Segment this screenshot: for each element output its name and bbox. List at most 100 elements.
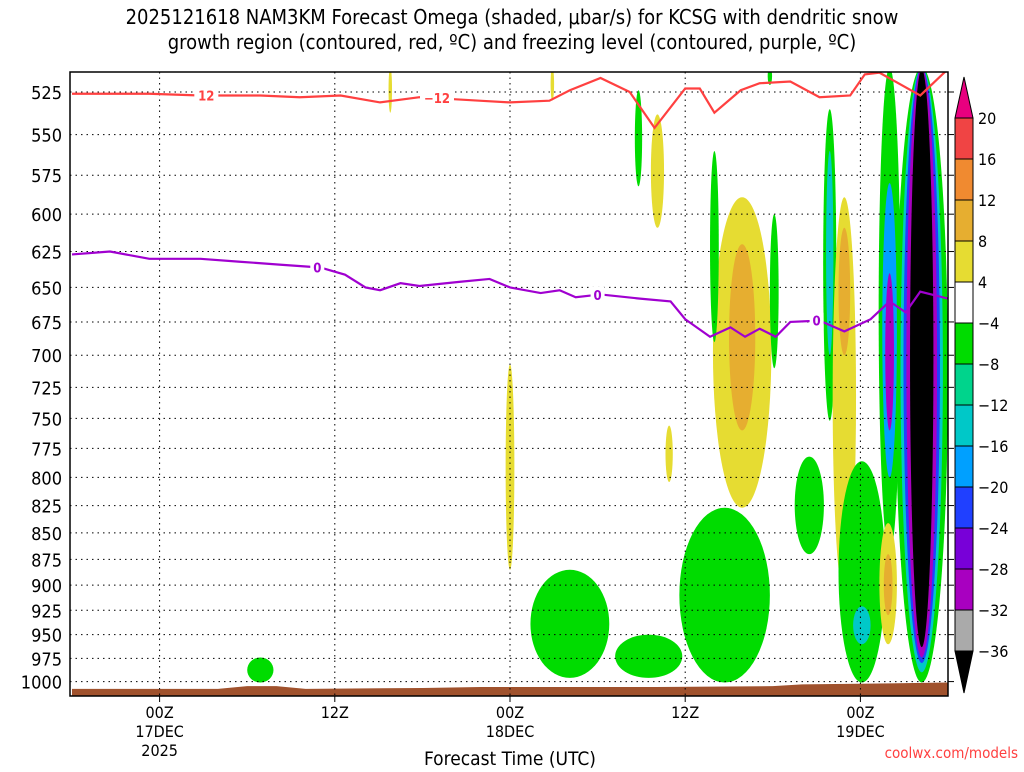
y-tick-label: 725 xyxy=(31,378,62,399)
colorbar-swatch xyxy=(954,609,974,652)
contour-label: 12 xyxy=(198,89,214,104)
x-tick-label: 00Z xyxy=(496,703,524,722)
y-tick-label: 650 xyxy=(31,278,62,299)
omega-region xyxy=(247,657,274,683)
colorbar-label: 20 xyxy=(978,109,996,128)
contour-label-bg xyxy=(194,87,219,104)
omega-region xyxy=(826,151,834,356)
y-tick-label: 625 xyxy=(31,243,62,264)
colorbar-label: −24 xyxy=(978,519,1008,538)
x-axis-label: Forecast Time (UTC) xyxy=(424,748,596,768)
colorbar-swatch xyxy=(954,486,974,529)
colorbar-swatch xyxy=(954,240,974,283)
colorbar-swatch xyxy=(954,404,974,447)
omega-region xyxy=(615,634,683,678)
colorbar-label: −8 xyxy=(978,355,999,374)
omega-region xyxy=(388,72,393,113)
colorbar-swatch xyxy=(954,158,974,201)
x-tick-label: 18DEC xyxy=(486,722,535,741)
colorbar-label: 12 xyxy=(978,191,996,210)
x-tick-label: 2025 xyxy=(141,741,178,760)
contour-label: 0 xyxy=(313,261,321,276)
plot-frame xyxy=(69,71,949,697)
x-tick-label: 12Z xyxy=(671,703,699,722)
omega-region xyxy=(679,507,770,683)
omega-region xyxy=(853,606,871,645)
omega-region xyxy=(910,72,934,648)
contour-label-bg xyxy=(420,90,454,107)
colorbar-over-triangle xyxy=(954,76,974,119)
y-tick-label: 1000 xyxy=(21,673,62,694)
colorbar-swatch xyxy=(954,199,974,242)
omega-region xyxy=(710,151,719,343)
contour-label-bg xyxy=(590,286,605,303)
colorbar-swatch xyxy=(954,568,974,611)
contour-lines: 12 −12 0 0 0 xyxy=(71,72,948,339)
contour-label: 0 xyxy=(594,289,602,304)
colorbar-label: −36 xyxy=(978,642,1008,661)
y-tick-label: 825 xyxy=(31,497,62,518)
contour-label-bg xyxy=(809,312,824,329)
colorbar-swatch xyxy=(954,281,974,324)
x-tick-label: 19DEC xyxy=(836,722,885,741)
omega-region xyxy=(505,364,515,570)
y-tick-label: 800 xyxy=(31,468,62,489)
y-tick-label: 950 xyxy=(31,626,62,647)
contour-label: −12 xyxy=(424,92,450,107)
y-tick-label: 550 xyxy=(31,126,62,147)
omega-region xyxy=(885,273,894,431)
contour-label-bg xyxy=(310,259,325,276)
y-tick-label: 875 xyxy=(31,550,62,571)
y-tick-label: 900 xyxy=(31,576,62,597)
omega-region xyxy=(794,456,824,555)
x-tick-label: 00Z xyxy=(146,703,174,722)
y-tick-label: 850 xyxy=(31,524,62,545)
omega-region xyxy=(769,214,779,369)
y-tick-label: 925 xyxy=(31,601,62,622)
y-tick-label: 775 xyxy=(31,439,62,460)
colorbar-label: −4 xyxy=(978,314,999,333)
y-tick-label: 700 xyxy=(31,346,62,367)
colorbar-label: 4 xyxy=(978,273,987,292)
colorbar-label: −20 xyxy=(978,478,1008,497)
contour-line xyxy=(72,72,947,130)
omega-region xyxy=(634,90,643,187)
omega-region xyxy=(530,569,610,678)
colorbar-swatch xyxy=(954,527,974,570)
colorbar-label: 16 xyxy=(978,150,996,169)
colorbar-under-triangle xyxy=(954,650,974,694)
y-axis: 525 550 575 600 625 650 675 700 725 750 775 800 825 8… xyxy=(21,83,954,694)
colorbar-label: −12 xyxy=(978,396,1008,415)
colorbar-swatch xyxy=(954,322,974,365)
omega-region xyxy=(550,72,555,101)
omega-shading xyxy=(247,72,948,683)
colorbar: 20 16 12 8 4 −4 −8 −12 −16 −20 −24 −28 −32 −36 xyxy=(954,76,1008,694)
chart-title-line2: growth region (contoured, red, ºC) and f… xyxy=(168,30,857,54)
x-tick-label: 12Z xyxy=(321,703,349,722)
credit-text: coolwx.com/models xyxy=(885,744,1018,762)
colorbar-label: 8 xyxy=(978,232,987,251)
x-tick-label: 17DEC xyxy=(135,722,184,741)
y-tick-label: 975 xyxy=(31,649,62,670)
omega-region xyxy=(883,554,893,616)
colorbar-label: −16 xyxy=(978,437,1008,456)
omega-region xyxy=(729,244,756,431)
omega-region xyxy=(665,425,673,482)
colorbar-swatch xyxy=(954,445,974,488)
colorbar-label: −28 xyxy=(978,560,1008,579)
y-tick-label: 600 xyxy=(31,205,62,226)
x-tick-label: 00Z xyxy=(846,703,874,722)
colorbar-swatch xyxy=(954,363,974,406)
colorbar-swatch xyxy=(954,117,974,160)
y-tick-label: 575 xyxy=(31,166,62,187)
omega-region xyxy=(650,114,665,228)
y-tick-label: 675 xyxy=(31,313,62,334)
colorbar-label: −32 xyxy=(978,601,1008,620)
contour-line xyxy=(71,250,948,339)
y-tick-label: 525 xyxy=(31,83,62,104)
omega-region xyxy=(838,461,886,683)
omega-region xyxy=(838,227,851,356)
y-tick-label: 750 xyxy=(31,409,62,430)
